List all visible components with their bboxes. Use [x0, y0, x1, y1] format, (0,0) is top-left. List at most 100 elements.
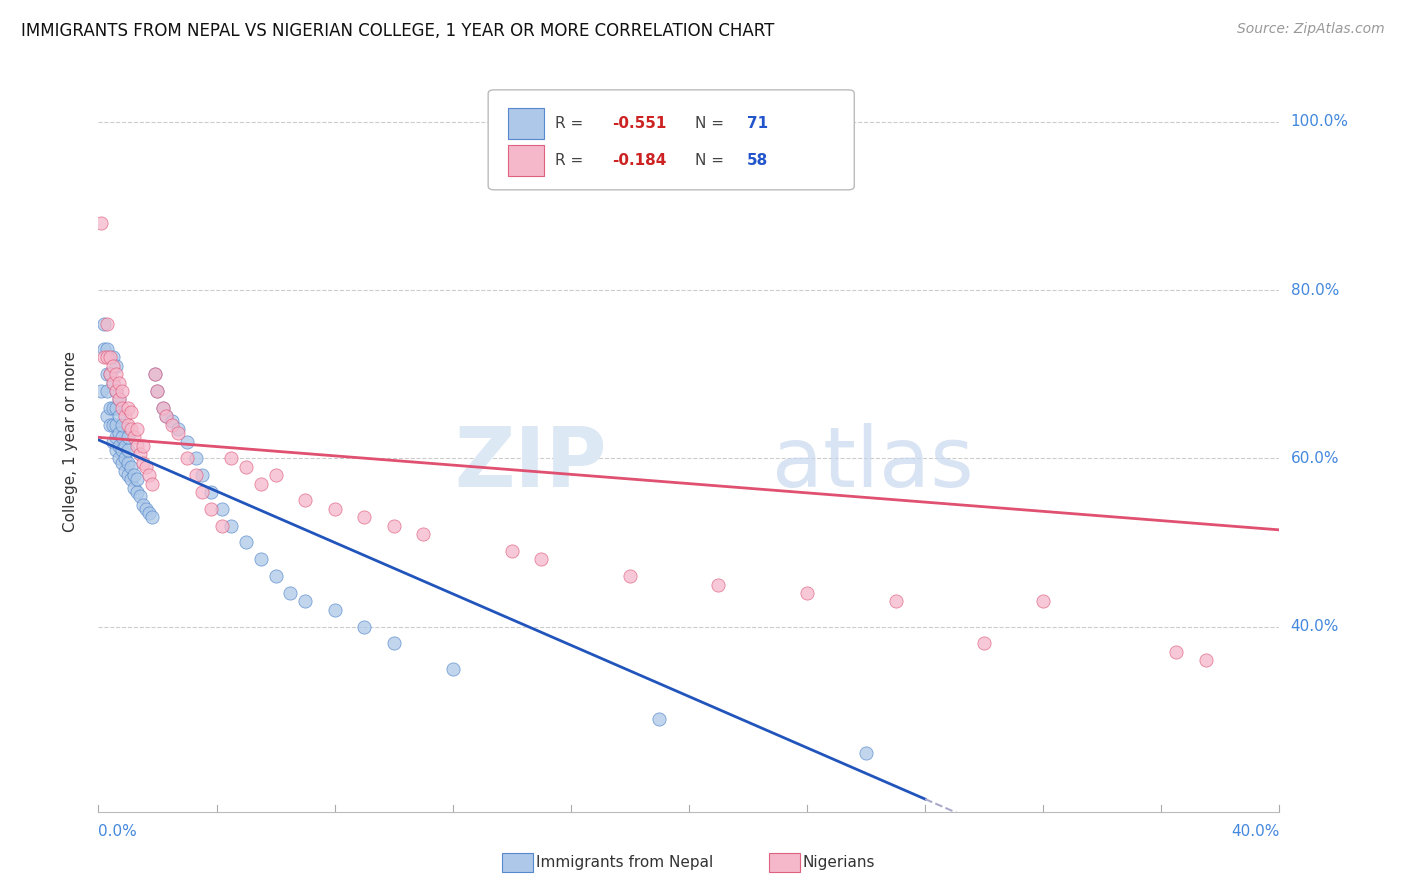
Text: -0.184: -0.184: [612, 153, 666, 168]
Point: [221, 451, 243, 466]
Point: [211, 518, 233, 533]
Point: [122, 481, 145, 495]
FancyBboxPatch shape: [508, 145, 544, 176]
Text: Immigrants from Nepal: Immigrants from Nepal: [536, 855, 713, 870]
Point: [117, 430, 139, 444]
Point: [250, 552, 273, 566]
Point: [200, 501, 222, 516]
Point: [117, 468, 139, 483]
Point: [114, 451, 136, 466]
Point: [128, 489, 150, 503]
Point: [93, 342, 115, 356]
Point: [619, 569, 641, 583]
Point: [117, 417, 139, 432]
Point: [530, 552, 553, 566]
Point: [111, 384, 134, 398]
Text: 40.0%: 40.0%: [1232, 824, 1279, 839]
Point: [108, 376, 131, 390]
Text: 71: 71: [747, 117, 768, 131]
Point: [141, 476, 163, 491]
Point: [103, 401, 125, 415]
Point: [111, 417, 134, 432]
Point: [125, 472, 148, 486]
Point: [103, 434, 125, 449]
Text: Nigerians: Nigerians: [803, 855, 876, 870]
Point: [93, 351, 115, 365]
Point: [382, 518, 405, 533]
Point: [294, 594, 316, 608]
Point: [138, 506, 160, 520]
Text: 40.0%: 40.0%: [1291, 619, 1339, 634]
Point: [120, 405, 142, 419]
Point: [152, 401, 174, 415]
Point: [162, 417, 183, 432]
Point: [108, 392, 131, 407]
Point: [120, 459, 142, 474]
Text: R =: R =: [555, 153, 589, 168]
Point: [1166, 645, 1188, 659]
Point: [98, 368, 121, 382]
Point: [155, 409, 177, 424]
Text: 80.0%: 80.0%: [1291, 283, 1339, 298]
Point: [973, 636, 995, 650]
Point: [353, 619, 375, 633]
Point: [200, 485, 222, 500]
Point: [98, 401, 121, 415]
Text: IMMIGRANTS FROM NEPAL VS NIGERIAN COLLEGE, 1 YEAR OR MORE CORRELATION CHART: IMMIGRANTS FROM NEPAL VS NIGERIAN COLLEG…: [21, 22, 775, 40]
Point: [125, 422, 148, 436]
Point: [132, 498, 155, 512]
Point: [105, 417, 128, 432]
Point: [122, 430, 145, 444]
Point: [96, 409, 118, 424]
Point: [108, 451, 131, 466]
Point: [96, 317, 118, 331]
Point: [884, 594, 907, 608]
Point: [111, 442, 134, 457]
Point: [114, 464, 136, 478]
Text: -0.551: -0.551: [612, 117, 666, 131]
Text: ZIP: ZIP: [454, 423, 606, 504]
Point: [98, 368, 121, 382]
Point: [167, 426, 190, 441]
Point: [125, 439, 148, 453]
Point: [184, 451, 207, 466]
Point: [264, 468, 287, 483]
Point: [103, 376, 125, 390]
Point: [155, 409, 177, 424]
Point: [167, 422, 190, 436]
Point: [103, 376, 125, 390]
Y-axis label: College, 1 year or more: College, 1 year or more: [63, 351, 77, 532]
Point: [1195, 653, 1218, 667]
Point: [117, 456, 139, 470]
Point: [108, 409, 131, 424]
Point: [162, 413, 183, 427]
Point: [90, 384, 112, 398]
FancyBboxPatch shape: [488, 90, 855, 190]
Point: [98, 351, 121, 365]
Point: [353, 510, 375, 524]
Point: [117, 401, 139, 415]
Text: 100.0%: 100.0%: [1291, 114, 1348, 129]
Point: [96, 368, 118, 382]
Text: 60.0%: 60.0%: [1291, 450, 1339, 466]
Point: [796, 586, 818, 600]
Point: [264, 569, 287, 583]
Point: [96, 351, 118, 365]
Point: [114, 439, 136, 453]
Point: [108, 392, 131, 407]
Point: [707, 577, 730, 591]
Point: [146, 384, 169, 398]
Point: [122, 468, 145, 483]
Point: [120, 472, 142, 486]
FancyBboxPatch shape: [508, 109, 544, 139]
Point: [105, 384, 128, 398]
Point: [176, 451, 198, 466]
Point: [323, 501, 346, 516]
Text: 58: 58: [747, 153, 768, 168]
Point: [382, 636, 405, 650]
Point: [105, 359, 128, 373]
Point: [138, 468, 160, 483]
Point: [114, 409, 136, 424]
Text: Source: ZipAtlas.com: Source: ZipAtlas.com: [1237, 22, 1385, 37]
Point: [323, 603, 346, 617]
